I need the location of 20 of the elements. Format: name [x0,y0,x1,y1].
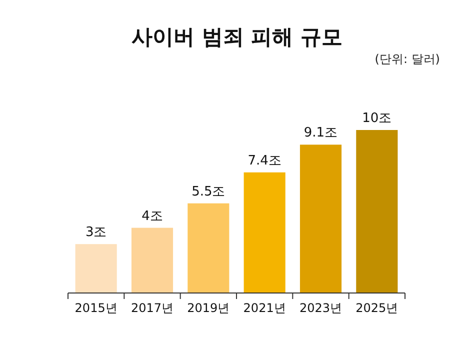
bar [356,130,398,293]
data-label: 5.5조 [192,184,226,200]
x-tick-label: 2019년 [187,301,230,315]
bar [244,172,286,293]
bar [131,228,174,293]
data-label: 10조 [362,111,392,126]
bar [75,244,117,293]
data-label: 3조 [85,225,107,240]
x-tick-label: 2015년 [74,301,118,315]
data-label: 9.1조 [304,126,338,141]
chart-subtitle: (단위: 달러) [374,52,440,66]
bar [300,144,342,293]
x-tick-label: 2025년 [356,301,398,315]
x-tick-label: 2017년 [130,301,174,315]
x-tick-label: 2021년 [243,301,286,315]
bar [188,203,230,293]
chart-title: 사이버 범죄 피해 규모 [132,25,342,49]
x-tick-label: 2023년 [299,301,342,315]
data-label: 4조 [142,208,163,224]
data-label: 7.4조 [248,153,282,168]
